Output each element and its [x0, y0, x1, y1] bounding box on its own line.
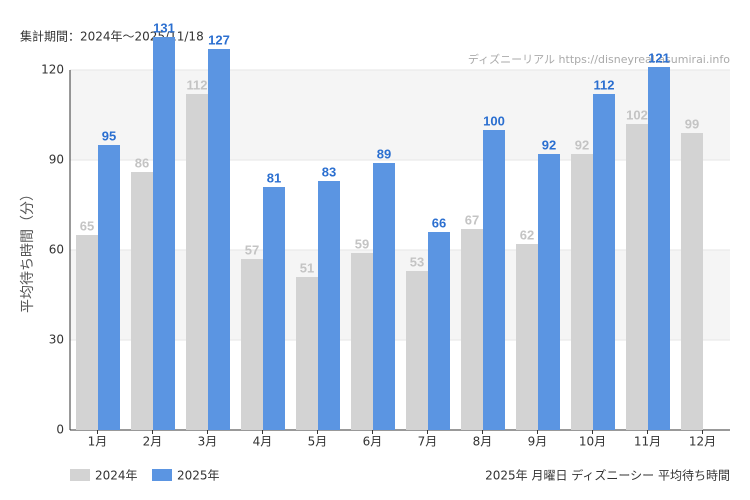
value-label: 100	[483, 113, 505, 128]
subtitle: 集計期間：2024年～2025/11/18	[20, 29, 204, 44]
bar	[538, 154, 560, 430]
legend-label: 2024年	[95, 469, 138, 483]
value-label: 66	[432, 215, 446, 230]
x-tick-label: 12月	[689, 435, 716, 449]
legend-swatch	[152, 469, 172, 481]
bar	[428, 232, 450, 430]
value-label: 112	[594, 77, 615, 92]
value-label: 81	[267, 170, 281, 185]
value-label: 92	[542, 137, 556, 152]
bar	[648, 67, 670, 430]
bar	[208, 49, 230, 430]
y-axis-title: 平均待ち時間（分）	[20, 187, 36, 313]
bar	[461, 229, 483, 430]
x-tick-label: 4月	[253, 435, 273, 449]
x-tick-label: 7月	[418, 435, 438, 449]
bar	[351, 253, 373, 430]
value-label: 112	[187, 77, 208, 92]
value-label: 86	[135, 155, 149, 170]
x-tick-label: 6月	[363, 435, 383, 449]
x-tick-label: 9月	[528, 435, 548, 449]
value-label: 92	[575, 137, 589, 152]
plot-band	[70, 250, 730, 340]
x-tick-label: 11月	[634, 435, 661, 449]
bar	[153, 37, 175, 430]
bar	[571, 154, 593, 430]
bar	[626, 124, 648, 430]
legend-label: 2025年	[177, 469, 220, 483]
value-label: 67	[465, 212, 479, 227]
value-label: 127	[208, 32, 230, 47]
x-tick-label: 10月	[579, 435, 606, 449]
x-tick-label: 2月	[143, 435, 163, 449]
value-label: 83	[322, 164, 336, 179]
y-tick-label: 0	[56, 423, 64, 437]
value-label: 102	[626, 107, 648, 122]
bar	[373, 163, 395, 430]
bar	[263, 187, 285, 430]
x-tick-label: 5月	[308, 435, 328, 449]
legend-swatch	[70, 469, 90, 481]
x-tick-label: 8月	[473, 435, 493, 449]
bar	[593, 94, 615, 430]
bar	[98, 145, 120, 430]
bar	[131, 172, 153, 430]
note: 2025年 月曜日 ディズニーシー 平均待ち時間	[485, 468, 730, 483]
bar	[516, 244, 538, 430]
value-label: 53	[410, 254, 424, 269]
watermark: ディズニーリアル https://disneyreal.asumirai.inf…	[468, 52, 730, 66]
y-tick-label: 30	[49, 333, 64, 347]
x-tick-label: 1月	[88, 435, 108, 449]
value-label: 65	[80, 218, 94, 233]
y-tick-label: 60	[49, 243, 64, 257]
y-tick-label: 90	[49, 153, 64, 167]
bar	[186, 94, 208, 430]
value-label: 59	[355, 236, 369, 251]
bar	[406, 271, 428, 430]
value-label: 95	[102, 128, 116, 143]
x-tick-label: 3月	[198, 435, 218, 449]
plot-band	[70, 70, 730, 160]
bar	[318, 181, 340, 430]
value-label: 62	[520, 227, 534, 242]
bar	[296, 277, 318, 430]
bar	[241, 259, 263, 430]
value-label: 121	[648, 50, 670, 65]
value-label: 89	[377, 146, 391, 161]
value-label: 131	[153, 20, 175, 35]
value-label: 51	[300, 260, 314, 275]
bar	[483, 130, 505, 430]
bar	[76, 235, 98, 430]
bar	[681, 133, 703, 430]
y-tick-label: 120	[41, 63, 64, 77]
value-label: 99	[685, 116, 699, 131]
value-label: 57	[245, 242, 259, 257]
